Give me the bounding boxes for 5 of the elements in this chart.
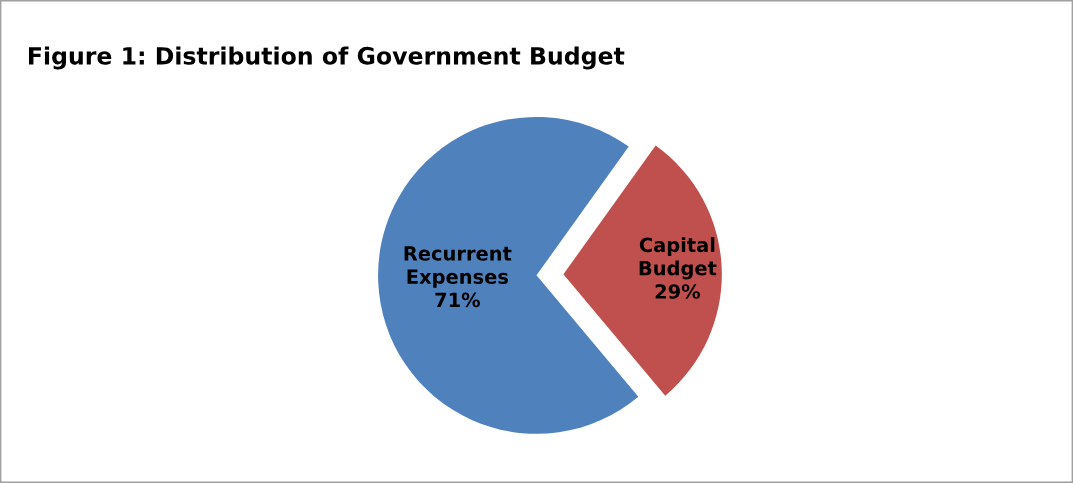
slice-label: Capital Budget	[639, 237, 717, 280]
chart-title: Figure 1: Distribution of Government Budget	[28, 46, 625, 70]
data-label: 71%	[435, 292, 480, 308]
slice-label: Recurrent Expenses	[404, 246, 512, 288]
data-label: 29%	[655, 284, 701, 299]
